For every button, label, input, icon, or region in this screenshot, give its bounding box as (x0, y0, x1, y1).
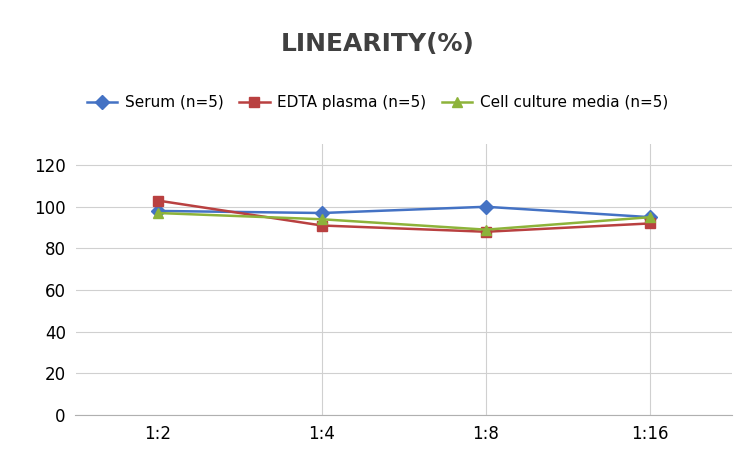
Cell culture media (n=5) (153, 210, 162, 216)
Line: Cell culture media (n=5): Cell culture media (n=5) (153, 208, 655, 235)
EDTA plasma (n=5) (646, 221, 655, 226)
Cell culture media (n=5) (482, 227, 491, 232)
Cell culture media (n=5) (317, 216, 326, 222)
Line: EDTA plasma (n=5): EDTA plasma (n=5) (153, 196, 655, 237)
EDTA plasma (n=5) (153, 198, 162, 203)
Legend: Serum (n=5), EDTA plasma (n=5), Cell culture media (n=5): Serum (n=5), EDTA plasma (n=5), Cell cul… (81, 89, 674, 116)
Line: Serum (n=5): Serum (n=5) (153, 202, 655, 222)
Serum (n=5) (153, 208, 162, 214)
Serum (n=5) (317, 210, 326, 216)
Serum (n=5) (482, 204, 491, 209)
EDTA plasma (n=5) (317, 223, 326, 228)
EDTA plasma (n=5) (482, 229, 491, 235)
Text: LINEARITY(%): LINEARITY(%) (281, 32, 474, 55)
Serum (n=5) (646, 215, 655, 220)
Cell culture media (n=5) (646, 215, 655, 220)
